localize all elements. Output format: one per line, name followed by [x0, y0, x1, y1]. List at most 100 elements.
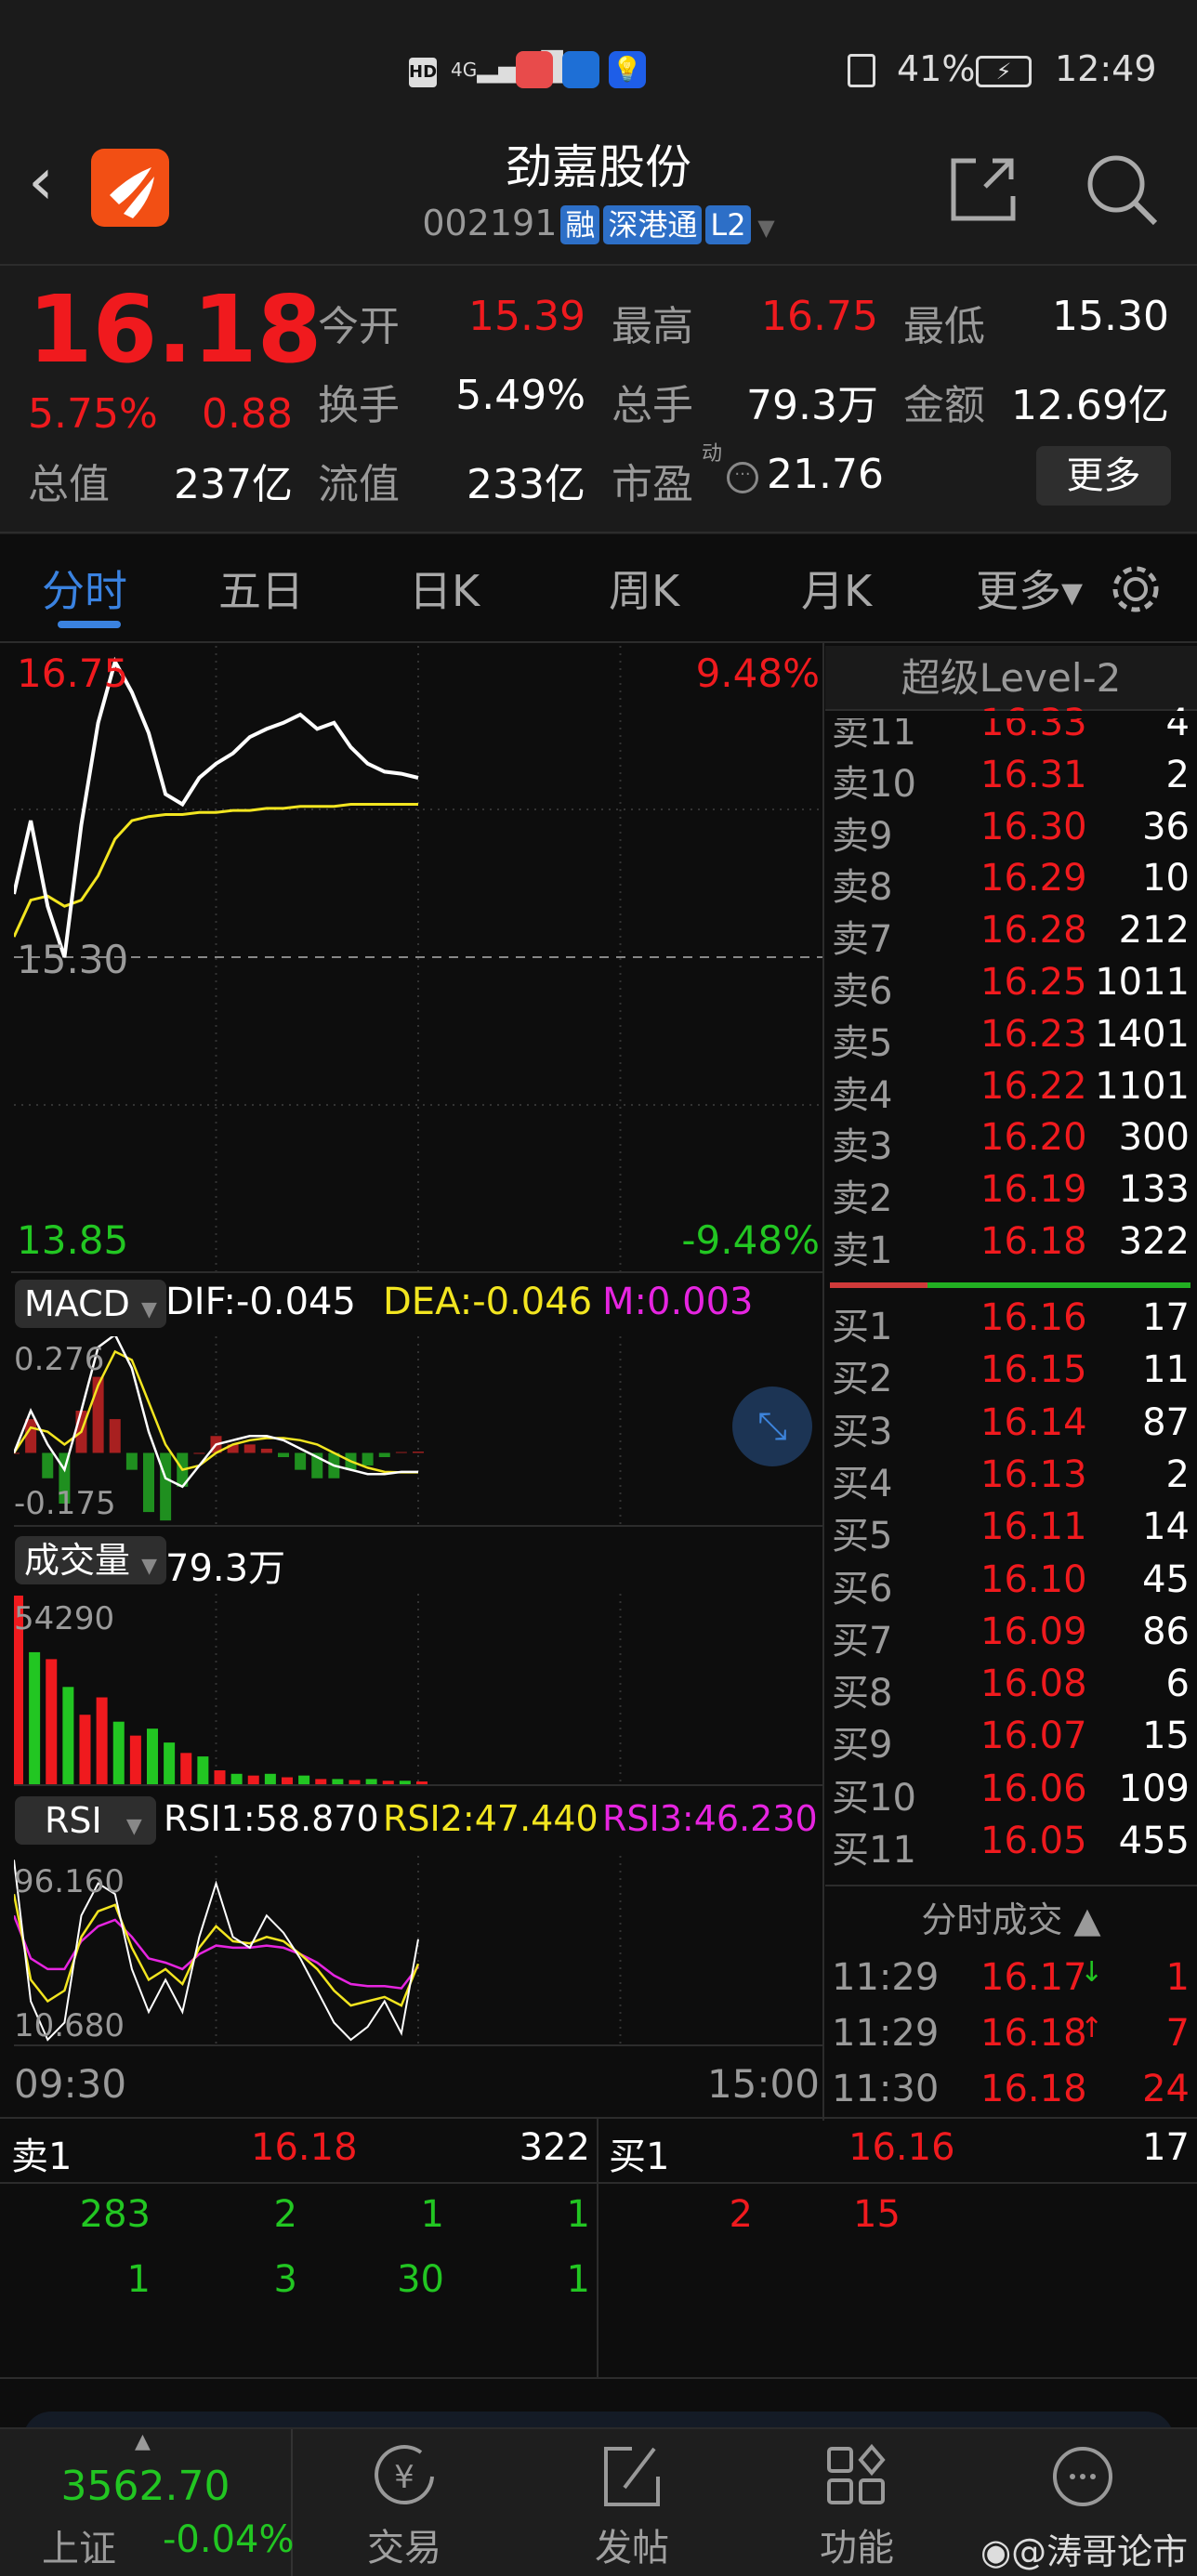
back-icon[interactable]: ‹ — [28, 143, 54, 219]
tick-qty: 1 — [1165, 1956, 1190, 1999]
volume-bar — [264, 1773, 276, 1784]
volume-selector[interactable]: 成交量 ▼ — [15, 1536, 167, 1584]
low-value: 15.30 — [1052, 293, 1169, 340]
bid-price[interactable]: 16.14 — [980, 1400, 1087, 1444]
expand-icon[interactable]: ⤡ — [732, 1387, 812, 1466]
ticks-header[interactable]: 分时成交 ▲ — [921, 1899, 1101, 1940]
volume-bar — [416, 1781, 428, 1784]
tab-0[interactable]: 分时 — [42, 566, 127, 616]
nav-more[interactable] — [1008, 2439, 1157, 2569]
macd-hist-bar — [143, 1452, 154, 1513]
float-label: 流值 — [318, 461, 400, 508]
ask-price[interactable]: 16.31 — [980, 753, 1087, 796]
volume-bar — [282, 1777, 293, 1784]
ask-price[interactable]: 16.30 — [980, 805, 1087, 848]
connect-tag: 深港通 — [603, 205, 703, 244]
bid-price[interactable]: 16.13 — [980, 1452, 1087, 1496]
dropdown-icon: ▼ — [750, 215, 775, 241]
rsi2-line — [14, 1893, 420, 2007]
intraday-chart[interactable] — [14, 646, 822, 1273]
ask-price[interactable]: 16.18 — [980, 1220, 1087, 1263]
tab-5[interactable]: 更多▾ — [976, 566, 1084, 616]
nav-functions[interactable]: 功能 — [783, 2439, 931, 2569]
nav-post[interactable]: 发帖 — [558, 2439, 706, 2569]
ask-label: 卖2 — [832, 1177, 893, 1221]
divider — [0, 2117, 1197, 2119]
level2-header[interactable]: 超级Level-2 — [825, 646, 1197, 711]
nav-trade[interactable]: ¥ 交易 — [330, 2439, 479, 2569]
volume-bar — [349, 1780, 361, 1784]
price-low-label: 13.85 — [17, 1217, 129, 1263]
bid-price[interactable]: 16.05 — [980, 1820, 1087, 1862]
macd-chart — [14, 1336, 822, 1527]
share-icon[interactable] — [948, 153, 1019, 224]
stock-code-row[interactable]: 002191 融深港通 L2 ▼ — [0, 203, 1197, 244]
bid-price[interactable]: 16.06 — [980, 1767, 1087, 1810]
macd-selector[interactable]: MACD ▼ — [15, 1280, 166, 1328]
tab-1[interactable]: 五日 — [218, 566, 304, 616]
index-value[interactable]: 3562.70 — [60, 2463, 230, 2510]
bid-price[interactable]: 16.10 — [980, 1557, 1087, 1601]
ask-price[interactable]: 16.20 — [980, 1116, 1087, 1160]
ask-label: 卖1 — [832, 1229, 893, 1272]
rsi-selector[interactable]: RSI ▼ — [15, 1796, 156, 1845]
tick-price: 16.18 — [980, 2068, 1087, 2110]
pct-low-label: -9.48% — [681, 1217, 820, 1263]
volume-bar — [112, 1721, 125, 1784]
ask-price[interactable]: 16.19 — [980, 1168, 1087, 1212]
queue-ask-qty: 322 — [519, 2126, 590, 2169]
nav-trade-label: 交易 — [367, 2527, 441, 2569]
level2-header-shadow — [825, 711, 1197, 718]
tab-2[interactable]: 日K — [409, 566, 480, 616]
bid-price[interactable]: 16.09 — [980, 1610, 1087, 1653]
bid-label: 买1 — [832, 1306, 893, 1348]
ask-price[interactable]: 16.29 — [980, 857, 1087, 900]
macd-hist-bar — [160, 1452, 172, 1521]
bid-price[interactable]: 16.08 — [980, 1663, 1087, 1706]
ask-price[interactable]: 16.23 — [980, 1012, 1087, 1056]
volume-max-label: 54290 — [14, 1600, 115, 1637]
search-icon[interactable] — [1083, 151, 1161, 229]
macd-hist-bar — [295, 1452, 307, 1470]
ask-qty: 4 — [1165, 702, 1190, 744]
app-logo[interactable] — [91, 149, 169, 227]
volume-bar — [96, 1697, 108, 1784]
rsi1-value: RSI1:58.870 — [164, 1798, 379, 1839]
queue-bid-qty: 17 — [1142, 2126, 1190, 2169]
volume-value: 79.3万 — [746, 382, 878, 429]
bid-price[interactable]: 16.15 — [980, 1348, 1087, 1392]
watermark: ◉@涛哥论市 — [980, 2523, 1188, 2574]
bid-price[interactable]: 16.16 — [980, 1296, 1087, 1339]
bid-price[interactable]: 16.11 — [980, 1505, 1087, 1549]
svg-text:¥: ¥ — [394, 2459, 414, 2496]
ask-label: 卖3 — [832, 1125, 893, 1169]
macd-hist-bar — [109, 1419, 121, 1453]
divider — [0, 2182, 1197, 2184]
bid-ask-ratio-bar — [830, 1282, 1190, 1288]
pe-info-icon[interactable]: ··· — [727, 462, 758, 493]
macd-max-label: 0.276 — [14, 1341, 105, 1378]
bid-qty: 17 — [1142, 1296, 1190, 1339]
bid-price[interactable]: 16.07 — [980, 1715, 1087, 1758]
more-button[interactable]: 更多 — [1036, 446, 1171, 506]
bid-qty: 87 — [1142, 1400, 1190, 1444]
divider — [11, 1271, 822, 1273]
ask-price[interactable]: 16.33 — [980, 702, 1087, 744]
battery-charging-icon: ⚡ — [976, 56, 1032, 87]
bid-queue-order: 15 — [853, 2193, 901, 2236]
volume-bar — [147, 1728, 158, 1784]
macd-hist-bar — [227, 1444, 239, 1453]
ask-price[interactable]: 16.28 — [980, 909, 1087, 953]
ask-price[interactable]: 16.22 — [980, 1064, 1087, 1108]
gear-icon[interactable] — [1106, 559, 1165, 619]
bid-label: 买5 — [832, 1515, 893, 1558]
tick-direction-icon: ↓ — [1080, 1956, 1104, 1989]
volume-bar — [180, 1753, 192, 1784]
avg-price-line — [14, 803, 418, 938]
volume-label: 总手 — [612, 382, 693, 429]
tab-4[interactable]: 月K — [801, 566, 873, 616]
ask-price[interactable]: 16.25 — [980, 961, 1087, 1004]
nav-post-label: 发帖 — [595, 2527, 669, 2569]
tab-3[interactable]: 周K — [609, 566, 680, 616]
dea-line — [14, 1349, 418, 1474]
